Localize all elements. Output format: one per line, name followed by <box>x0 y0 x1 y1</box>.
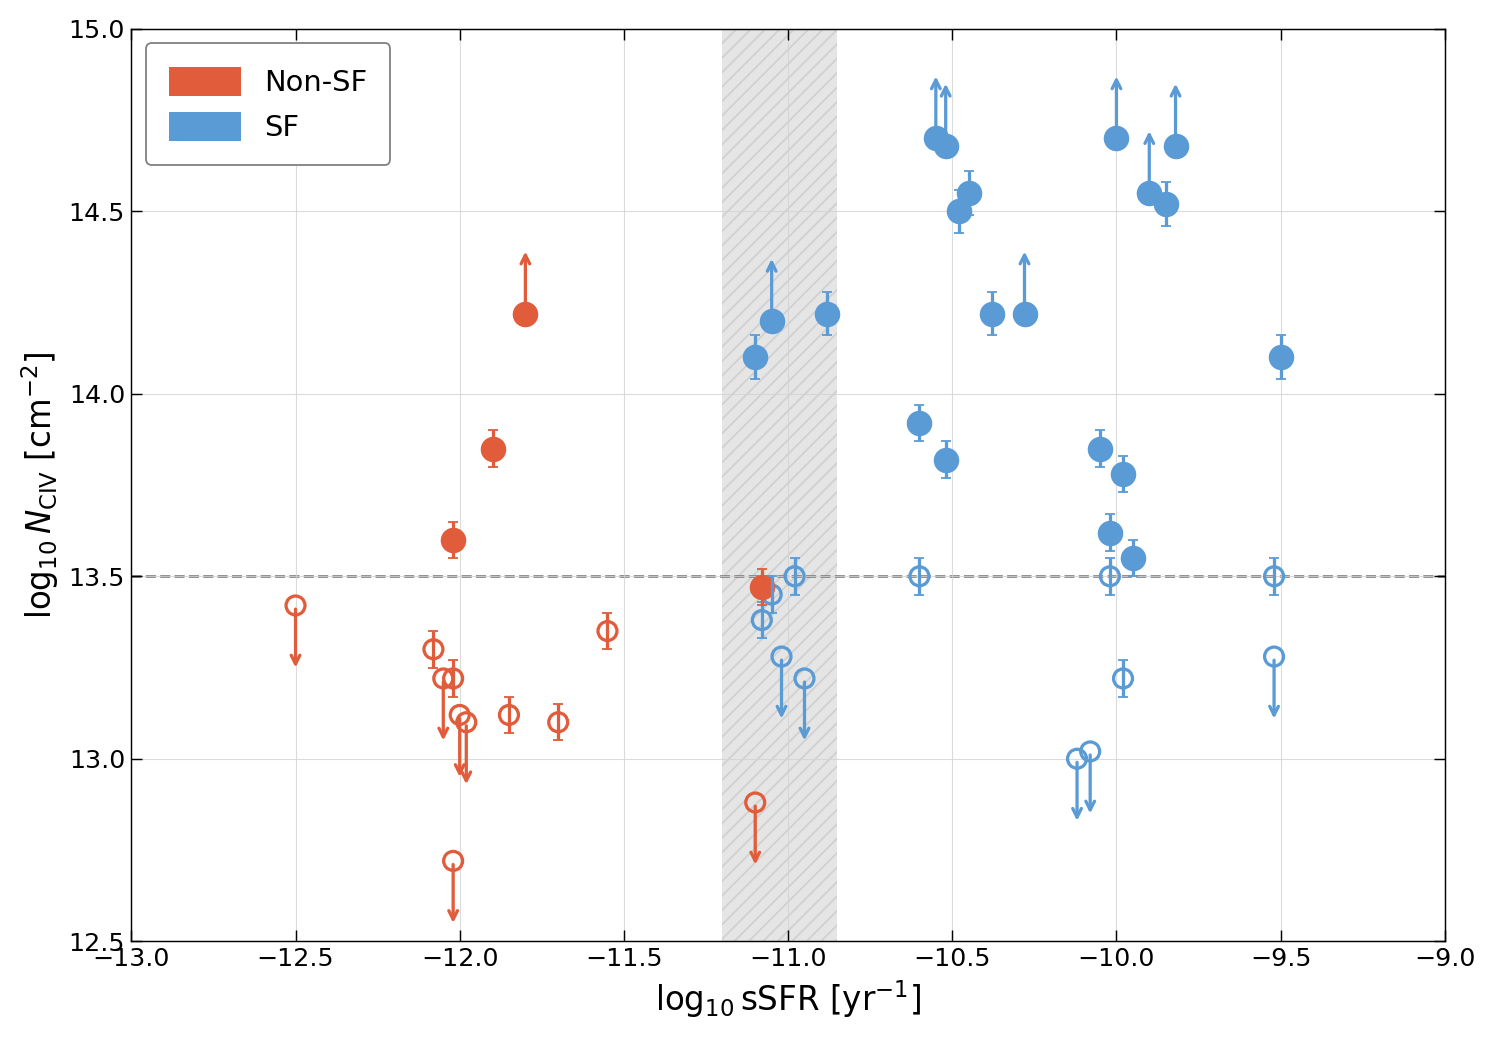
Point <box>957 185 981 202</box>
Point <box>441 670 465 686</box>
Point <box>815 306 839 322</box>
Point <box>783 568 807 584</box>
Bar <box>722 29 837 941</box>
Point <box>759 587 783 603</box>
Point <box>1012 306 1036 322</box>
Point <box>934 451 958 468</box>
Point <box>1097 568 1121 584</box>
Point <box>792 670 816 686</box>
Point <box>934 137 958 154</box>
Point <box>441 531 465 548</box>
Point <box>1097 524 1121 541</box>
Point <box>743 349 767 366</box>
Y-axis label: $\log_{10}N_{\rm CIV}$ [cm$^{-2}$]: $\log_{10}N_{\rm CIV}$ [cm$^{-2}$] <box>19 352 61 619</box>
X-axis label: $\log_{10}$sSFR [yr$^{-1}$]: $\log_{10}$sSFR [yr$^{-1}$] <box>655 979 921 1020</box>
Point <box>454 713 478 730</box>
Point <box>907 415 931 432</box>
Point <box>480 440 504 457</box>
Point <box>1105 130 1129 147</box>
Legend: Non-SF, SF: Non-SF, SF <box>147 44 390 165</box>
Point <box>546 713 570 730</box>
Point <box>1111 466 1135 483</box>
Point <box>1138 185 1162 202</box>
Point <box>1163 137 1187 154</box>
Point <box>513 306 537 322</box>
Point <box>743 795 767 811</box>
Point <box>750 612 774 628</box>
Point <box>1078 744 1102 760</box>
Point <box>1121 550 1145 567</box>
Point <box>924 130 948 147</box>
Point <box>1262 568 1286 584</box>
Point <box>979 306 1003 322</box>
Point <box>946 203 970 219</box>
Point <box>1088 440 1112 457</box>
Point <box>750 579 774 596</box>
Point <box>770 648 794 665</box>
Point <box>1269 349 1293 366</box>
Point <box>432 670 456 686</box>
Point <box>1262 648 1286 665</box>
Point <box>441 853 465 869</box>
Point <box>907 568 931 584</box>
Point <box>447 706 471 723</box>
Point <box>1064 751 1088 768</box>
Point <box>1154 196 1178 212</box>
Point <box>1111 670 1135 686</box>
Point <box>496 706 520 723</box>
Point <box>422 641 446 657</box>
Point <box>759 313 783 330</box>
Point <box>595 623 619 640</box>
Point <box>284 597 308 614</box>
